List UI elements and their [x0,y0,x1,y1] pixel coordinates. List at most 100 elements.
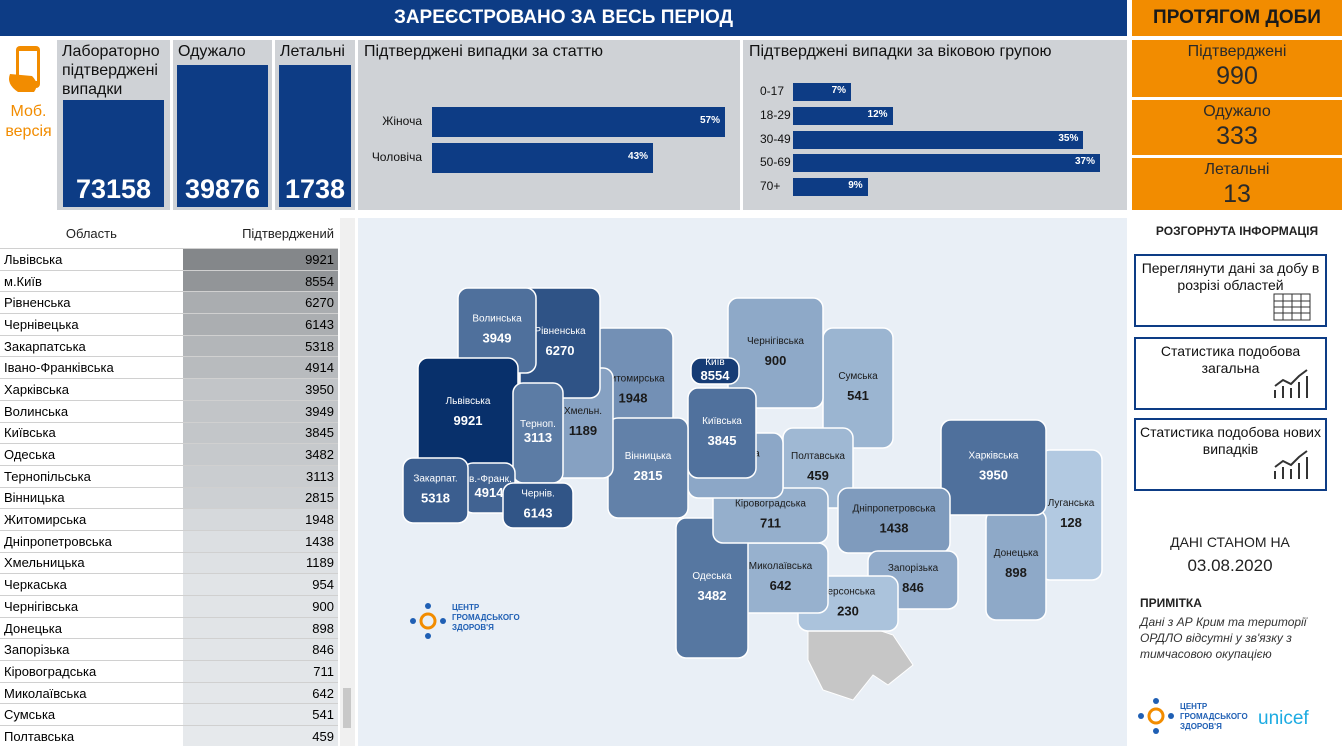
daily-value: 990 [1216,62,1258,90]
region-value: 3949 [182,400,338,423]
header-title: ЗАРЕЄСТРОВАНО ЗА ВЕСЬ ПЕРІОД [393,7,734,28]
region-value: 3950 [979,468,1008,483]
region-value: 1189 [569,423,597,438]
button[interactable]: Статистика подобова нових випадків [1134,418,1327,491]
mobile-link[interactable]: Моб. версія [0,40,57,210]
region-name: Закарпатська [0,335,183,358]
daily-card: Летальні 13 [1132,158,1342,210]
column-header: Область [0,218,183,249]
region-name: Хмельн. [564,406,602,417]
kpi-label: Летальні [280,43,345,60]
bar: 35% [793,131,1084,149]
table-row: Полтавська 459 [0,725,338,746]
button[interactable]: Статистика подобова загальна [1134,337,1327,410]
region-value: 3482 [182,443,338,466]
chart-icon [1274,450,1308,479]
button-label: Статистика подобова нових випадків [1140,424,1321,457]
table-row: Дніпропетровська 1438 [0,530,338,553]
region-value: 642 [770,578,792,593]
table-row: м.Київ 8554 [0,270,338,293]
button[interactable]: Переглянути дані за добу в розрізі облас… [1134,254,1327,327]
region-value: 4914 [475,485,505,500]
region-name: Київська [702,416,742,427]
region-value: 1948 [182,508,338,531]
scrollbar[interactable] [340,218,355,746]
region-value: 541 [182,703,338,727]
kpi-label: Одужало [178,43,246,60]
region-name: Миколаївська [0,682,183,705]
region-name: Сумська [838,371,878,382]
table-row: Тернопільська 3113 [0,465,338,488]
region-name: Харківська [969,451,1019,462]
region-name: Дніпропетровська [853,504,936,515]
region-value: 459 [182,725,338,746]
daily-label: Летальні [1204,161,1270,178]
region-value: 8554 [701,368,731,383]
region-value: 6270 [546,343,575,358]
region-name: Черкаська [0,573,183,596]
region-value: 3113 [182,465,338,488]
region-name: Луганська [1048,498,1095,509]
region-name: Одеська [0,443,183,466]
kpi-label: Лабораторно підтверджені випадки [62,43,160,98]
region-value: 8554 [182,270,338,293]
table-row: Рівненська 6270 [0,291,338,315]
daily-title: ПРОТЯГОМ ДОБИ [1153,7,1321,28]
region-name: м.Київ [0,270,183,293]
data-label: 35% [1058,133,1079,144]
region-name: Львівська [0,248,183,271]
region-name: Дніпропетровська [0,530,183,553]
button-label: Переглянути дані за добу в розрізі облас… [1141,260,1320,293]
region-value: 4914 [182,356,338,380]
region-name: Чернігівська [0,595,183,618]
table-row: Черкаська 954 [0,573,338,596]
table-row: Хмельницька 1189 [0,552,338,575]
region-value: 2815 [182,487,338,510]
region-value: 711 [760,516,781,531]
region [675,517,749,659]
region-value: 2815 [634,468,663,483]
region-name: Чернів. [521,489,555,500]
category-label: 0-17 [760,84,785,98]
region-value: 1438 [182,530,338,553]
logo: ЦЕНТР ГРОМАДСЬКОГО ЗДОРОВ'Я [410,603,520,639]
daily-label: Одужало [1203,103,1271,120]
table-row: Житомирська 1948 [0,508,338,531]
region [727,297,824,409]
region-value: 898 [1005,565,1027,580]
kpi-value: 39876 [177,65,268,207]
region-name: Полтавська [791,451,845,462]
region-value: 711 [182,660,338,683]
region-value: 6143 [182,313,338,336]
chart-title: Підтверджені випадки за статтю [364,43,603,60]
table-icon [1273,293,1311,321]
data-label: 43% [628,151,649,162]
daily-value: 333 [1216,122,1258,150]
region [690,357,740,385]
region-value: 642 [182,682,338,705]
sex-chart: Підтверджені випадки за статтю Жіноча 57%… [358,40,740,210]
scroll-thumb[interactable] [343,688,351,728]
table-row: Донецька 898 [0,617,338,640]
region-value: 128 [1060,515,1082,530]
region-value: 230 [837,604,859,619]
table-row: Одеська 3482 [0,443,338,466]
region-value: 9921 [454,413,483,428]
region-name: Волинська [0,400,183,423]
region-value: 6270 [182,291,338,315]
region-name: Терноп. [520,419,556,430]
region-name: Волинська [472,314,522,325]
kpi-panel: Летальні 1738 [275,40,355,210]
region-name: Запорізька [888,563,939,574]
region-value: 3949 [483,331,512,346]
region-name: Вінницька [625,451,672,462]
region-value: 459 [807,468,829,483]
daily-header: ПРОТЯГОМ ДОБИ [1132,0,1342,36]
region-name: Тернопільська [0,465,183,488]
table-row: Сумська 541 [0,703,338,727]
region-value: 898 [182,617,338,640]
table-row: Запорізька 846 [0,638,338,662]
region-name: Донецька [0,617,183,640]
region [402,457,469,524]
